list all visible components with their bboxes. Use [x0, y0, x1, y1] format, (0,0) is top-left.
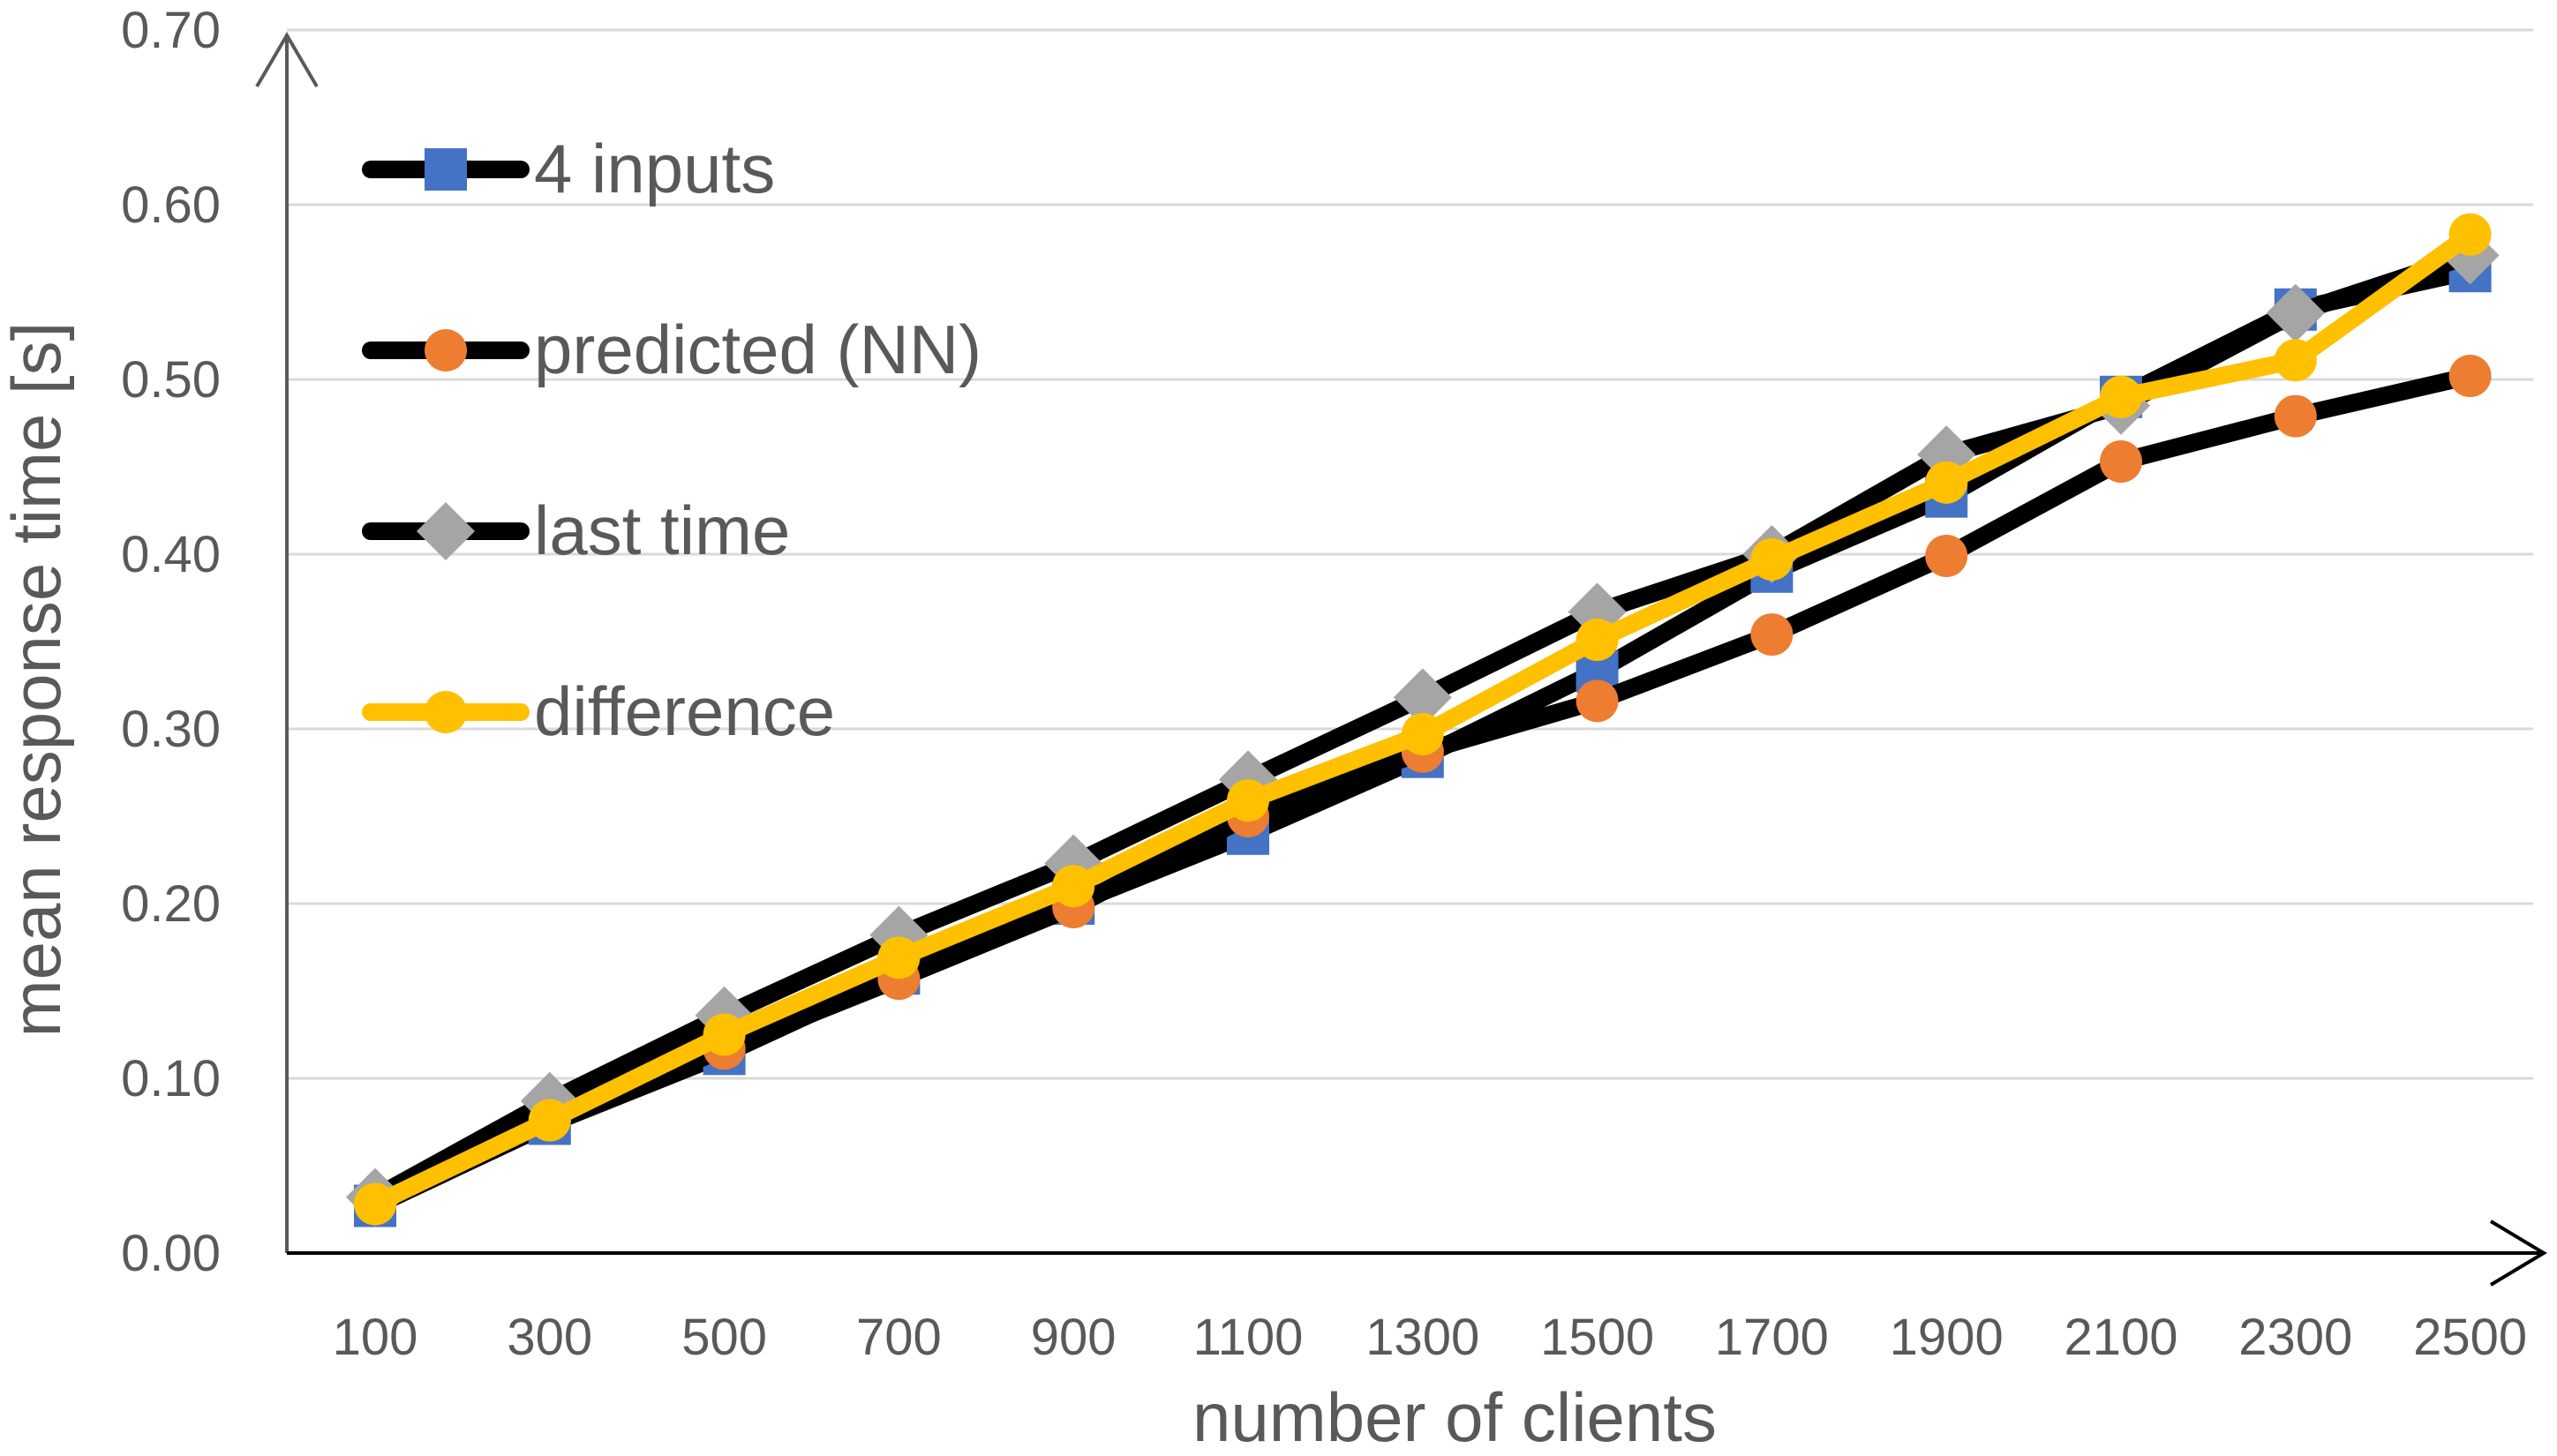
x-tick-label: 2300 — [2238, 1309, 2352, 1366]
x-tick-label: 500 — [681, 1309, 767, 1366]
legend-marker-4-inputs — [425, 148, 467, 191]
y-tick-label: 0.70 — [121, 2, 221, 59]
x-tick-label: 1900 — [1890, 1309, 2004, 1366]
data-point-predicted-nn — [2100, 440, 2142, 484]
legend: 4 inputs predicted (NN) last time differ… — [362, 130, 981, 750]
series — [346, 213, 2500, 1227]
data-point-predicted-nn — [1925, 534, 1968, 577]
x-tick-label: 900 — [1031, 1309, 1117, 1366]
data-point-difference — [1227, 779, 1269, 822]
y-axis-title: mean response time [s] — [0, 322, 75, 1038]
legend-marker-predicted-nn — [425, 329, 467, 372]
data-point-difference — [354, 1182, 396, 1226]
x-tick-label: 2100 — [2064, 1309, 2177, 1366]
data-point-last-time — [2266, 283, 2325, 342]
data-point-difference — [1576, 619, 1619, 662]
y-tick-label: 0.40 — [121, 526, 221, 583]
x-tick-label: 100 — [333, 1309, 418, 1366]
legend-label-4-inputs: 4 inputs — [534, 130, 775, 207]
data-point-predicted-nn — [1576, 679, 1619, 723]
y-tick-label: 0.50 — [121, 351, 221, 409]
x-tick-label: 2500 — [2413, 1309, 2527, 1366]
legend-label-predicted-nn: predicted (NN) — [534, 311, 981, 388]
x-tick-label: 1100 — [1193, 1309, 1304, 1366]
data-point-difference — [877, 936, 921, 979]
data-point-difference — [703, 1013, 746, 1056]
data-point-predicted-nn — [1750, 613, 1794, 657]
data-point-difference — [1401, 712, 1444, 755]
x-axis-arrow — [2489, 1220, 2547, 1287]
x-tick-label: 700 — [856, 1309, 942, 1366]
legend-marker-last-time — [417, 502, 475, 560]
y-tick-label: 0.20 — [121, 875, 221, 933]
x-tick-label: 1500 — [1540, 1309, 1654, 1366]
data-point-difference — [1925, 461, 1968, 504]
data-point-last-time — [1393, 668, 1452, 727]
x-axis-title: number of clients — [1192, 1378, 1717, 1456]
data-point-difference — [1750, 537, 1794, 581]
y-tick-label: 0.00 — [121, 1225, 221, 1282]
data-point-difference — [2274, 339, 2317, 382]
y-tick-label: 0.60 — [121, 176, 221, 234]
legend-label-difference: difference — [534, 672, 835, 750]
data-point-predicted-nn — [2448, 355, 2492, 398]
x-tick-label: 1300 — [1365, 1309, 1479, 1366]
y-tick-label: 0.30 — [121, 701, 221, 758]
x-tick-label: 300 — [507, 1309, 592, 1366]
series-difference — [354, 213, 2492, 1226]
legend-label-last-time: last time — [534, 492, 790, 569]
x-tick-label: 1700 — [1715, 1309, 1829, 1366]
data-point-difference — [1052, 865, 1095, 908]
y-tick-label: 0.10 — [121, 1050, 221, 1107]
legend-marker-difference — [425, 691, 467, 733]
data-point-predicted-nn — [2274, 394, 2317, 438]
series-predicted-nn — [354, 355, 2492, 1226]
data-point-difference — [2448, 213, 2492, 256]
data-point-difference — [528, 1099, 571, 1142]
data-point-difference — [2100, 375, 2142, 418]
y-axis-arrow — [255, 32, 319, 88]
